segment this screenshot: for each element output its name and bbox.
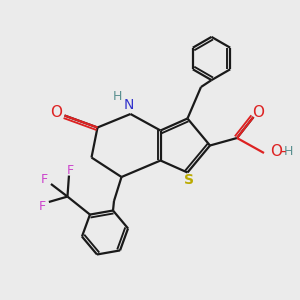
Text: F: F	[67, 164, 74, 177]
Text: H: H	[113, 90, 123, 103]
Text: H: H	[283, 145, 293, 158]
Text: N: N	[124, 98, 134, 112]
Text: F: F	[41, 173, 48, 186]
Text: O: O	[252, 105, 264, 120]
Text: -: -	[280, 144, 285, 159]
Text: O: O	[271, 144, 283, 159]
Text: S: S	[184, 173, 194, 187]
Text: O: O	[50, 105, 62, 120]
Text: F: F	[39, 200, 46, 213]
